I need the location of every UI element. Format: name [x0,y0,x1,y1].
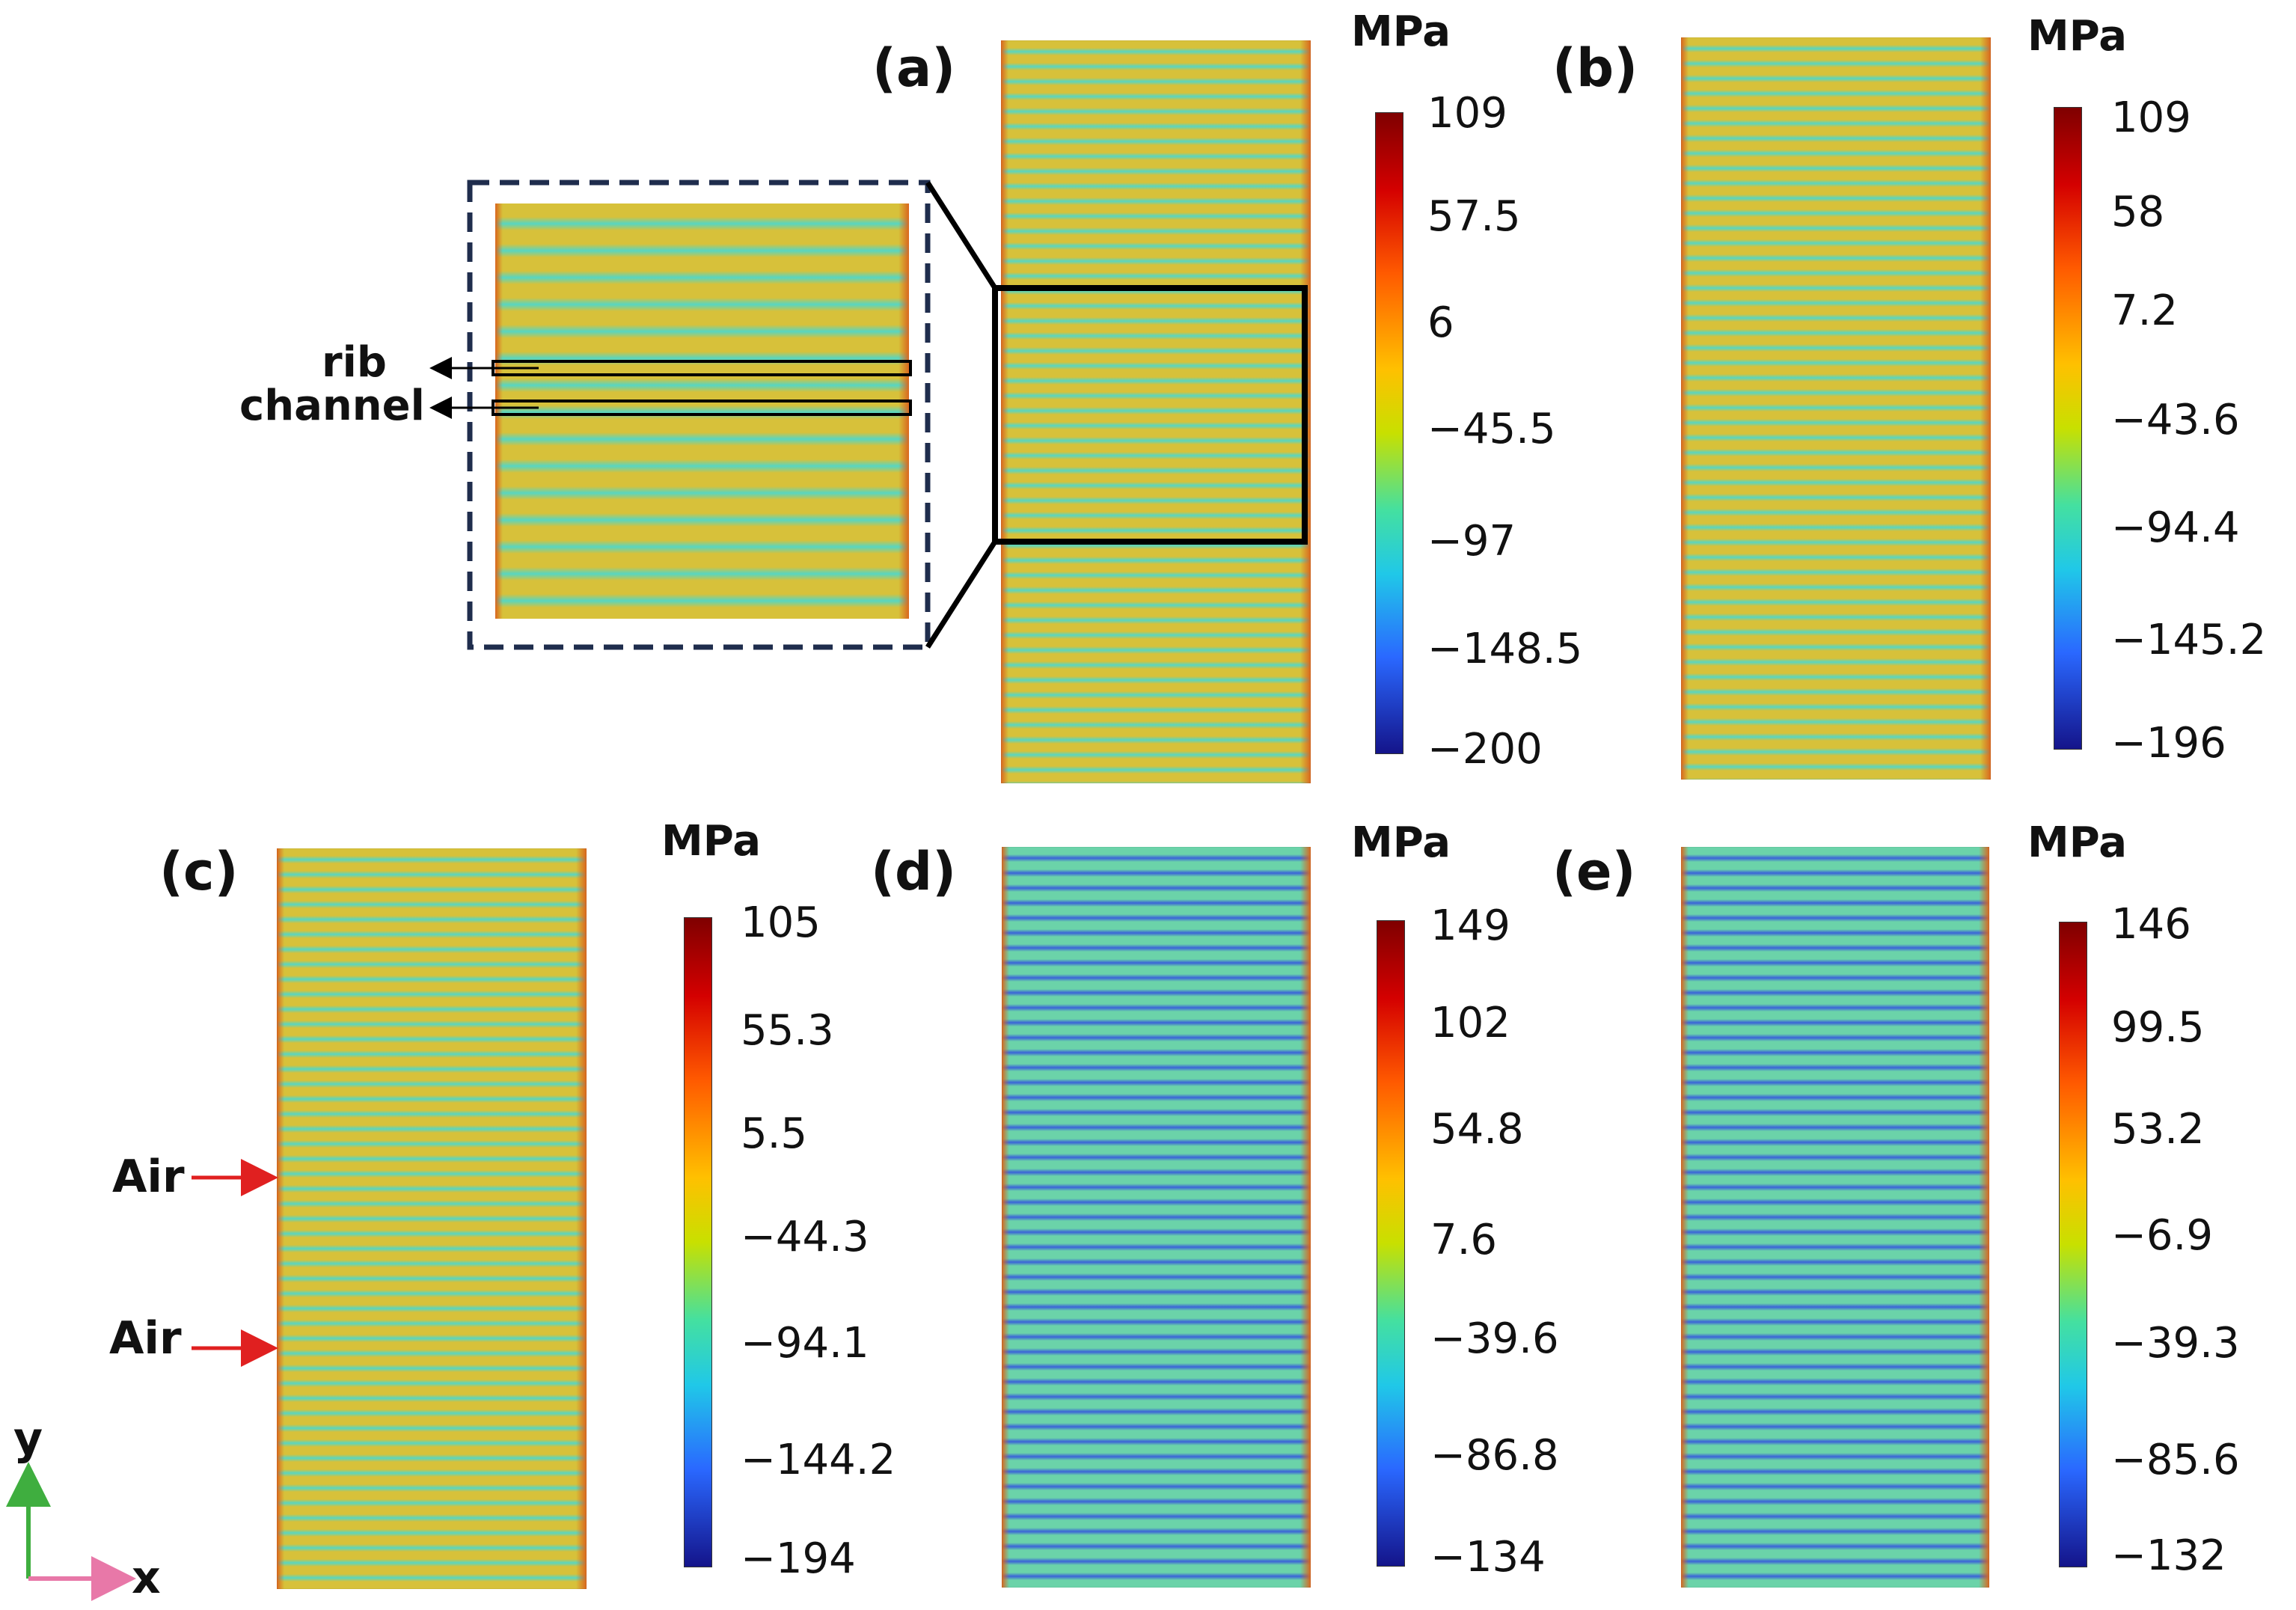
tick-e-2: 53.2 [2111,1105,2205,1154]
tick-e-3: −6.9 [2111,1211,2213,1260]
x-axis-label: x [132,1552,161,1604]
panel-label-e: (e) [1552,841,1636,902]
colorbar-b [2054,107,2082,750]
colorbar-d [1377,920,1405,1567]
tick-c-3: −44.3 [741,1213,869,1261]
plate-e [1681,847,1989,1588]
unit-label-a: MPa [1351,7,1451,56]
tick-c-2: 5.5 [741,1109,808,1158]
tick-c-1: 55.3 [741,1006,834,1055]
plate-b [1681,37,1991,780]
tick-d-3: 7.6 [1430,1216,1498,1264]
plate-a [1001,40,1311,783]
tick-c-6: −194 [741,1534,856,1583]
tick-b-2: 7.2 [2111,287,2179,335]
tick-d-5: −86.8 [1430,1431,1559,1480]
panel-label-d: (d) [871,841,957,902]
plate-c [277,848,587,1589]
panel-label-c: (c) [159,841,239,902]
tick-e-0: 146 [2111,900,2191,949]
zoom-connector-bottom [925,540,997,649]
panel-label-a: (a) [872,37,956,99]
panel-label-b: (b) [1552,37,1638,99]
tick-d-1: 102 [1430,999,1510,1047]
tick-e-5: −85.6 [2111,1436,2240,1484]
zoomed-plate-inset [495,203,909,619]
tick-a-1: 57.5 [1427,192,1521,241]
unit-label-d: MPa [1351,818,1451,867]
unit-label-e: MPa [2027,818,2128,867]
tick-a-5: −148.5 [1427,625,1583,673]
air-inlet-label-1: Air [112,1151,185,1203]
tick-e-4: −39.3 [2111,1319,2240,1368]
y-axis-label: y [13,1412,43,1465]
colorbar-c [684,917,712,1567]
tick-b-3: −43.6 [2111,396,2240,444]
tick-b-0: 109 [2111,94,2191,142]
unit-label-b: MPa [2027,12,2128,61]
colorbar-a [1375,112,1403,754]
unit-label-c: MPa [661,817,762,866]
tick-b-4: −94.4 [2111,503,2240,552]
tick-c-5: −144.2 [741,1436,896,1484]
tick-e-6: −132 [2111,1531,2226,1580]
colorbar-e [2059,922,2087,1567]
air-inlet-label-2: Air [109,1312,182,1365]
tick-d-6: −134 [1430,1533,1546,1582]
tick-a-3: −45.5 [1427,405,1556,453]
channel-label: channel [239,382,425,430]
tick-d-4: −39.6 [1430,1314,1559,1363]
tick-a-4: −97 [1427,517,1516,566]
plate-d [1002,847,1311,1588]
tick-b-6: −196 [2111,719,2226,768]
tick-a-6: −200 [1427,725,1543,774]
tick-b-5: −145.2 [2111,616,2267,664]
tick-c-4: −94.1 [741,1319,869,1368]
zoom-connector-top [925,181,997,290]
tick-e-1: 99.5 [2111,1003,2205,1052]
tick-c-0: 105 [741,899,821,947]
tick-a-2: 6 [1427,299,1454,347]
tick-d-2: 54.8 [1430,1105,1524,1154]
tick-a-0: 109 [1427,89,1507,138]
tick-b-1: 58 [2111,188,2165,236]
tick-d-0: 149 [1430,902,1510,950]
rib-label: rib [322,338,387,387]
